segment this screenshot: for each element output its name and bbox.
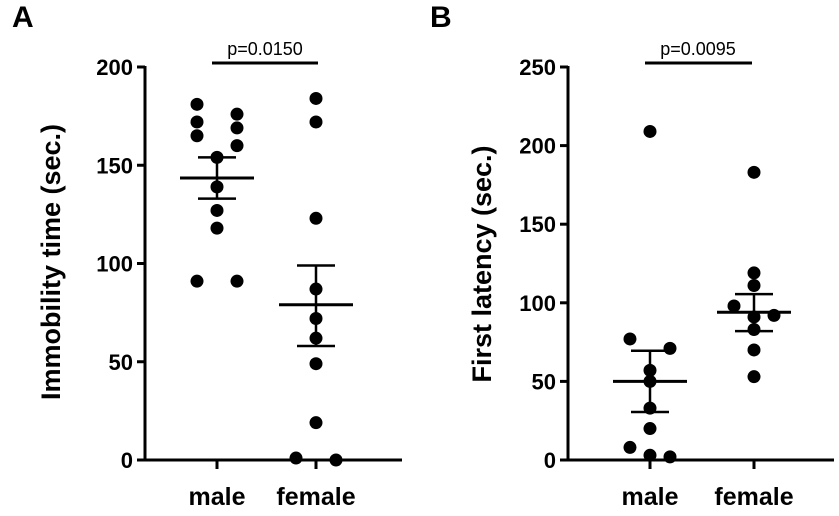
data-point-male bbox=[623, 440, 637, 454]
data-point-female bbox=[289, 451, 303, 465]
y-tick-label: 150 bbox=[96, 153, 133, 178]
data-point-female bbox=[309, 416, 323, 430]
y-tick-label: 0 bbox=[121, 448, 133, 473]
panel-a-marks bbox=[143, 61, 402, 467]
data-point-female bbox=[309, 91, 323, 105]
data-point-male bbox=[663, 450, 677, 464]
data-point-male bbox=[230, 139, 244, 153]
x-tick-label: female bbox=[714, 483, 793, 511]
y-tick-label: 50 bbox=[532, 369, 556, 394]
data-point-male bbox=[230, 121, 244, 135]
data-point-female bbox=[329, 453, 343, 467]
y-tick-label: 100 bbox=[519, 291, 556, 316]
data-point-male bbox=[190, 129, 204, 143]
y-tick-label: 50 bbox=[109, 350, 133, 375]
data-point-male bbox=[230, 107, 244, 121]
data-point-female bbox=[727, 299, 741, 313]
data-point-male bbox=[623, 332, 637, 346]
panel-a-y-axis-label: Immobility time (sec.) bbox=[36, 124, 66, 400]
panel-a-x-ticks: male female bbox=[189, 460, 356, 511]
data-point-male bbox=[210, 203, 224, 217]
y-tick-label: 200 bbox=[519, 134, 556, 159]
panel-b-y-axis-label: First latency (sec.) bbox=[467, 145, 497, 382]
x-tick-label: female bbox=[276, 483, 355, 511]
panel-a-y-ticks: 0 50 100 150 200 bbox=[96, 55, 145, 473]
y-tick-label: 150 bbox=[519, 212, 556, 237]
y-tick-label: 100 bbox=[96, 252, 133, 277]
y-tick-label: 250 bbox=[519, 55, 556, 80]
panel-b-y-ticks: 0 50 100 150 200 250 bbox=[519, 55, 568, 473]
data-point-female bbox=[309, 357, 323, 371]
data-point-male bbox=[643, 124, 657, 138]
panel-a: A Immobility time (sec.) p=0.0150 0 50 100… bbox=[12, 1, 402, 511]
x-tick-label: male bbox=[189, 483, 246, 511]
data-point-male bbox=[210, 221, 224, 235]
data-point-male bbox=[190, 115, 204, 129]
data-point-female bbox=[747, 370, 761, 384]
y-tick-label: 0 bbox=[544, 448, 556, 473]
panel-a-label: A bbox=[12, 1, 34, 34]
data-point-male bbox=[190, 97, 204, 111]
panel-b-marks bbox=[566, 61, 834, 464]
panel-b-label: B bbox=[430, 1, 452, 34]
panel-b-p-value: p=0.0095 bbox=[660, 39, 736, 59]
data-point-male bbox=[643, 422, 657, 436]
data-point-female bbox=[747, 279, 761, 293]
panel-b: B First latency (sec.) p=0.0095 0 50 100 15… bbox=[430, 1, 834, 511]
panel-a-p-value: p=0.0150 bbox=[227, 39, 303, 59]
data-point-female bbox=[309, 115, 323, 129]
data-point-female bbox=[309, 211, 323, 225]
data-point-female bbox=[747, 343, 761, 357]
data-point-male bbox=[643, 448, 657, 462]
data-point-female bbox=[747, 266, 761, 280]
data-point-male bbox=[190, 274, 204, 288]
y-tick-label: 200 bbox=[96, 55, 133, 80]
data-point-male bbox=[663, 341, 677, 355]
x-tick-label: male bbox=[622, 483, 679, 511]
panel-b-x-ticks: male female bbox=[622, 460, 794, 511]
data-point-male bbox=[230, 274, 244, 288]
data-point-female bbox=[747, 165, 761, 179]
